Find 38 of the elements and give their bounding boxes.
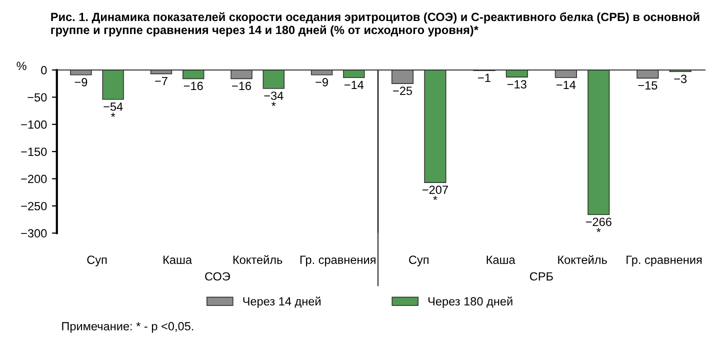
y-axis-title: % [16,62,26,70]
y-tick-label: −300 [21,229,47,238]
data-label: −13 [507,80,526,89]
legend-label: Через 14 дней [243,296,320,308]
data-label: −15 [638,81,658,90]
data-label: −34 * [264,92,284,106]
y-tick-label: −200 [21,174,47,184]
chart-title: Рис. 1. Динамика показателей скорости оседания эритроцитов (СОЭ) и С-реактивного белка (СРБ) в основной группе и группе сравнения через 14 и 180 дней (% от исходного уровня)* [51,12,700,36]
text: Примечание: * - p <0,05. [62,322,194,333]
x-tick-label: Суп [409,256,428,266]
data-label: −14 [344,80,364,89]
data-label: −3 [674,74,687,84]
data-label: −9 [74,78,88,86]
data-label: −25 [393,86,412,96]
x-tick-label: Суп [87,256,107,266]
data-label: −207 * [422,186,448,200]
data-label: −14 [556,80,576,89]
x-axis-title: СОЭ [205,272,230,281]
y-tick-label: 0 [41,66,47,74]
data-label: −7 [155,77,168,86]
x-tick-label: Гр. сравнения [300,256,376,266]
x-tick-label: Гр. сравнения [626,256,702,266]
data-label: −9 [316,78,328,86]
x-tick-label: Коктейль [558,255,607,264]
y-tick-label: −150 [21,148,47,156]
y-tick-label: −100 [21,120,47,129]
y-tick-label: −250 [21,202,47,210]
x-tick-label: Каша [486,256,516,264]
data-label: −16 [184,82,203,90]
legend-label: Через 180 дней [428,296,512,308]
x-tick-label: Каша [164,256,192,264]
x-axis-title: СРБ [530,272,553,281]
data-label: −1 [478,74,490,82]
x-tick-label: Коктейль [233,255,282,264]
y-tick-label: −50 [28,93,47,102]
data-label: −266 * [586,218,612,232]
data-label: −16 [232,82,252,90]
data-label: −54 * [104,102,123,117]
